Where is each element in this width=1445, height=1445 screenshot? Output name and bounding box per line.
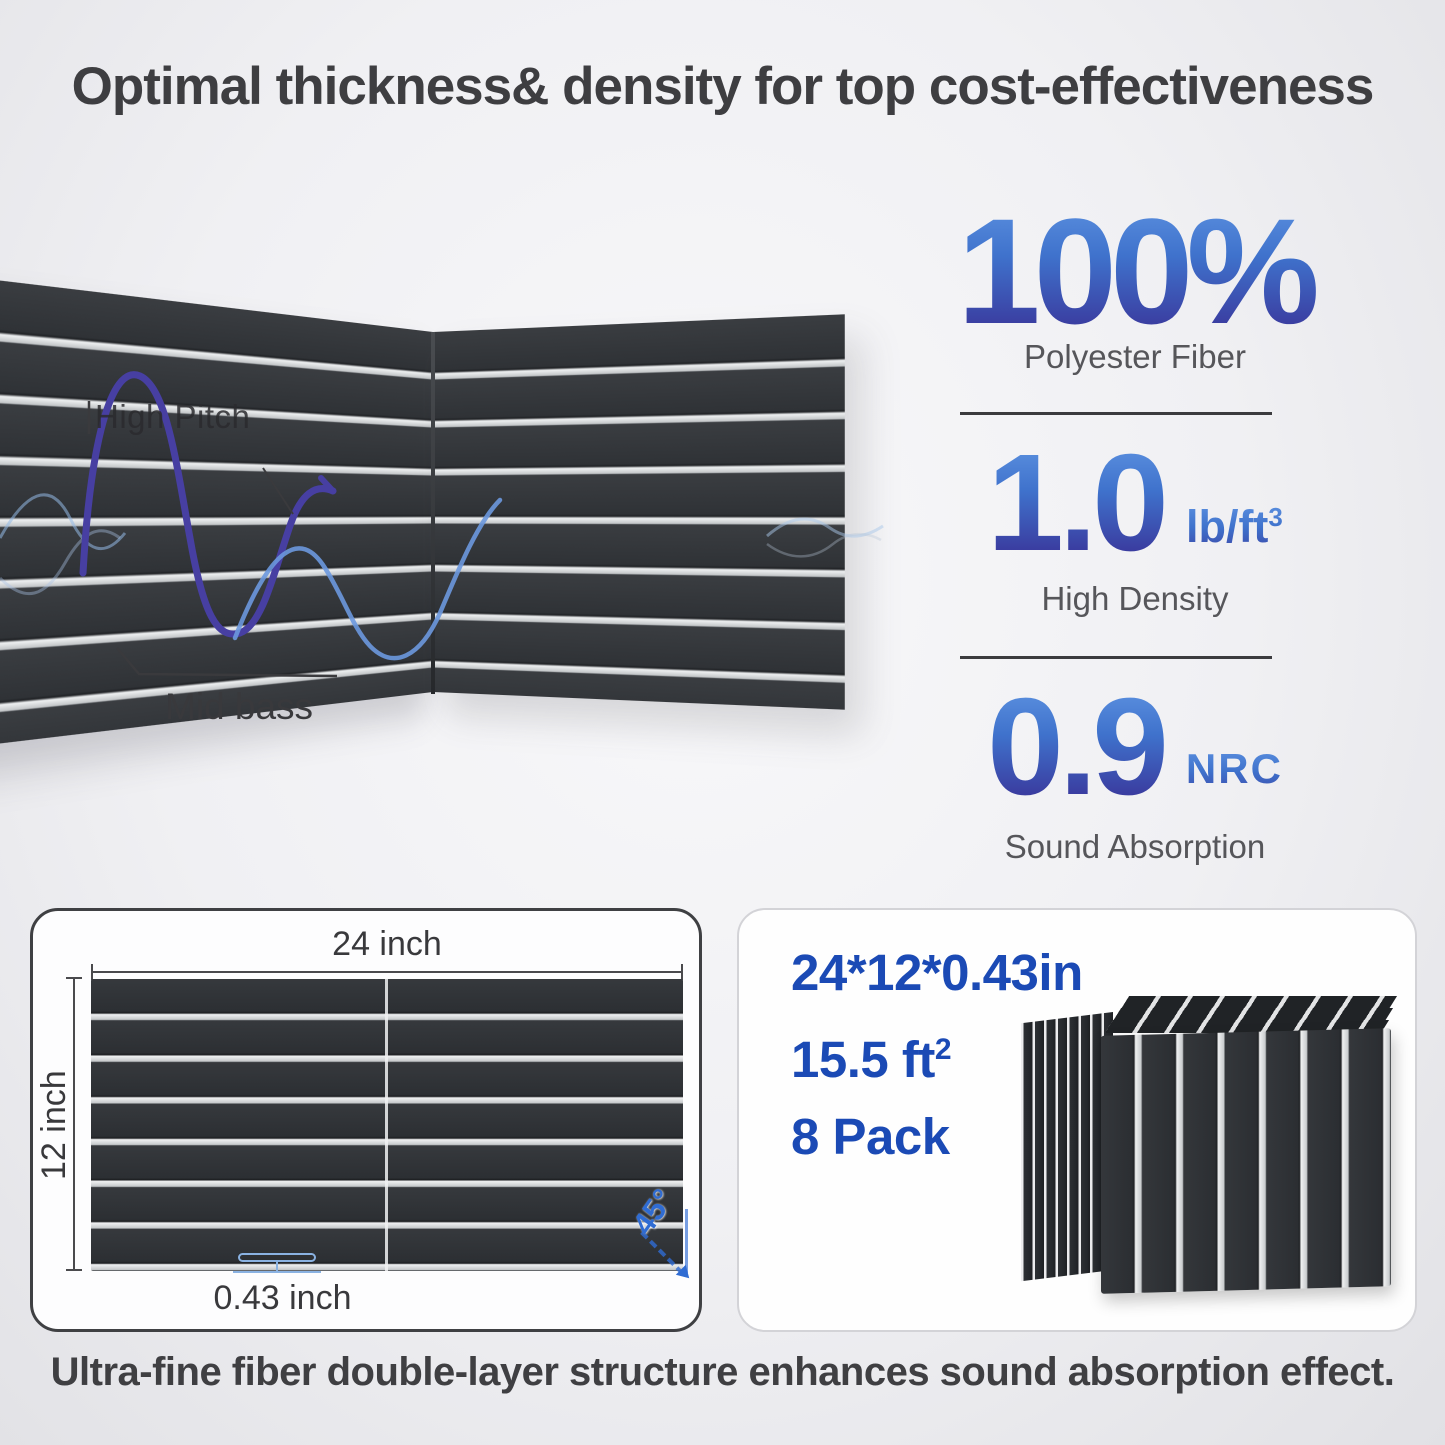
- pack-area-sup: 2: [934, 1033, 952, 1066]
- stat-density-unit-sup: 3: [1268, 501, 1283, 532]
- width-dimension-label: 24 inch: [332, 925, 442, 963]
- dimension-tick: [91, 964, 93, 980]
- dimension-tick: [66, 1269, 82, 1271]
- panel-stack-image: [1021, 996, 1401, 1296]
- thickness-dimension-label: 0.43 inch: [213, 1279, 352, 1317]
- stat-density-label: High Density: [1041, 580, 1229, 617]
- thickness-marker-icon: [238, 1253, 316, 1262]
- acoustic-panel-3d-illustration: High Pitch Mid bass: [0, 271, 905, 758]
- pack-count-line: 8 Pack: [791, 1108, 950, 1165]
- stat-nrc-row: 0.9 NRC: [915, 670, 1355, 824]
- stat-nrc-value: 0.9: [987, 670, 1169, 824]
- sound-wave-entry-2: [0, 529, 121, 596]
- pack-size-line: 24*12*0.43in: [791, 944, 1083, 1001]
- stat-density-value: 1.0: [987, 426, 1169, 580]
- sound-wave-entry-1: [0, 493, 127, 551]
- stat-polyester-value: 100%: [915, 196, 1355, 346]
- stat-divider: [960, 412, 1272, 415]
- page-title: Optimal thickness& density for top cost-…: [71, 57, 1375, 116]
- stat-density-unit: lb/ft3: [1186, 501, 1283, 567]
- stat-polyester-label: Polyester Fiber: [1024, 338, 1246, 375]
- sound-wave-exit-1: [766, 517, 884, 538]
- sound-wave-high-pitch-tip: [318, 475, 336, 494]
- sound-wave-mid-bass: [232, 497, 503, 661]
- sound-wave-exit-2: [766, 532, 882, 558]
- pack-info-card: 24*12*0.43in 15.5 ft2 8 Pack: [737, 908, 1417, 1332]
- pack-area-base: 15.5 ft: [791, 1031, 935, 1088]
- footer-caption: Ultra-fine fiber double-layer structure …: [50, 1350, 1395, 1394]
- dimension-tick: [681, 964, 683, 980]
- width-dimension-line: [91, 964, 683, 980]
- stat-divider: [960, 656, 1272, 659]
- sound-wave-high-pitch: [79, 371, 337, 638]
- panel-center-seam: [385, 979, 388, 1271]
- dimension-diagram-card: 24 inch 12 inch 0.43 inch 45°: [30, 908, 702, 1332]
- stat-nrc-label: Sound Absorption: [1004, 828, 1266, 865]
- high-pitch-label: High Pitch: [95, 398, 251, 435]
- stack-spines: [1021, 1012, 1113, 1282]
- mid-bass-callout-line: [116, 647, 338, 678]
- panel-corner-ridge: [431, 332, 435, 694]
- dimension-tick: [66, 977, 82, 979]
- height-dimension-line: [66, 977, 82, 1271]
- stack-front-panel: [1101, 1028, 1391, 1294]
- bevel-edge-line: [685, 1209, 688, 1273]
- pack-spec-text: 24*12*0.43in 15.5 ft2 8 Pack: [791, 934, 1083, 1175]
- high-pitch-pointer-line: [262, 467, 294, 515]
- stat-density-row: 1.0 lb/ft3: [915, 426, 1355, 580]
- stat-nrc-unit: NRC: [1186, 745, 1283, 811]
- height-dimension-label: 12 inch: [35, 1070, 73, 1180]
- mid-bass-label: Mid bass: [165, 686, 314, 727]
- pack-area-line: 15.5 ft2: [791, 1011, 1083, 1098]
- stat-density-unit-base: lb/ft: [1185, 500, 1269, 552]
- thickness-marker-tick: [276, 1262, 278, 1271]
- thickness-marker-line: [233, 1271, 321, 1273]
- sound-wave-graphic: [0, 371, 884, 678]
